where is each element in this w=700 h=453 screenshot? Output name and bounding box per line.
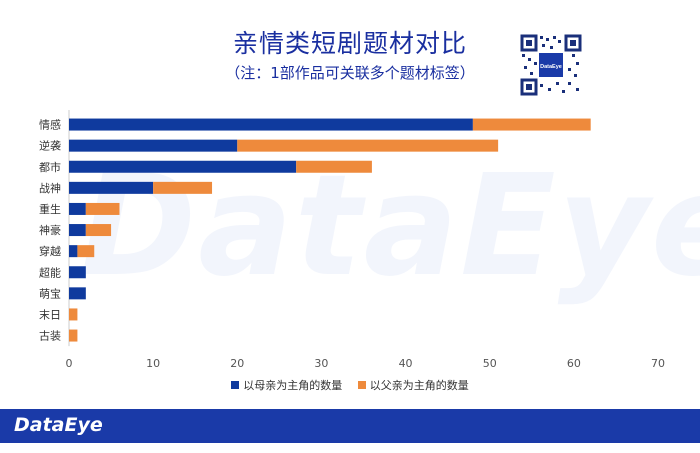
- bar-father: [296, 160, 372, 173]
- bar-father: [77, 245, 95, 258]
- bar-mother: [69, 181, 154, 194]
- legend-item-father[interactable]: 以父亲为主角的数量: [357, 377, 469, 393]
- bar-father: [472, 118, 591, 131]
- qr-code-icon: DataEye: [520, 34, 582, 96]
- bar-father: [69, 308, 78, 321]
- bar-father: [237, 139, 499, 152]
- x-tick-label: 30: [314, 357, 328, 370]
- bar-mother: [69, 245, 78, 258]
- x-tick-label: 10: [146, 357, 160, 370]
- legend-label-mother: 以母亲为主角的数量: [243, 379, 343, 392]
- bar-mother: [69, 224, 86, 237]
- bar-father: [153, 181, 213, 194]
- y-tick-label: 都市: [39, 160, 61, 174]
- x-tick-label: 50: [483, 357, 497, 370]
- bar-father: [85, 202, 120, 215]
- legend-swatch-father: [357, 381, 366, 389]
- bar-father: [85, 224, 112, 237]
- legend-item-mother[interactable]: 以母亲为主角的数量: [231, 377, 342, 393]
- page-subtitle: （注：1部作品可关联多个题材标签）: [225, 64, 475, 82]
- y-tick-label: 穿越: [39, 244, 61, 258]
- bar-mother: [69, 202, 86, 215]
- footer-logo: DataEye: [14, 414, 103, 436]
- page-title: 亲情类短剧题材对比: [232, 29, 467, 58]
- y-tick-label: 末日: [39, 307, 61, 321]
- y-tick-label: 超能: [39, 265, 61, 279]
- y-tick-label: 情感: [39, 119, 61, 132]
- x-tick-label: 70: [651, 357, 665, 370]
- legend-label-father: 以父亲为主角的数量: [369, 379, 469, 392]
- x-tick-label: 20: [230, 357, 244, 370]
- bar-mother: [69, 287, 86, 300]
- bar-mother: [69, 266, 86, 279]
- y-tick-label: 战神: [39, 181, 61, 195]
- y-tick-label: 神豪: [39, 223, 61, 237]
- y-tick-label: 重生: [39, 202, 61, 216]
- legend: 以母亲为主角的数量 以父亲为主角的数量: [0, 377, 700, 393]
- legend-swatch-mother: [231, 381, 240, 389]
- x-tick-label: 60: [567, 357, 581, 370]
- bar-mother: [69, 139, 238, 152]
- y-tick-label: 萌宝: [39, 286, 61, 300]
- y-tick-label: 逆袭: [39, 139, 61, 153]
- x-tick-label: 40: [399, 357, 413, 370]
- bar-mother: [69, 160, 297, 173]
- bar-father: [69, 329, 78, 342]
- qr-badge-text: DataEye: [540, 64, 562, 70]
- y-tick-label: 古装: [39, 330, 61, 343]
- bar-mother: [69, 118, 473, 131]
- x-tick-label: 0: [66, 357, 73, 370]
- footer-bar: DataEye: [0, 409, 700, 443]
